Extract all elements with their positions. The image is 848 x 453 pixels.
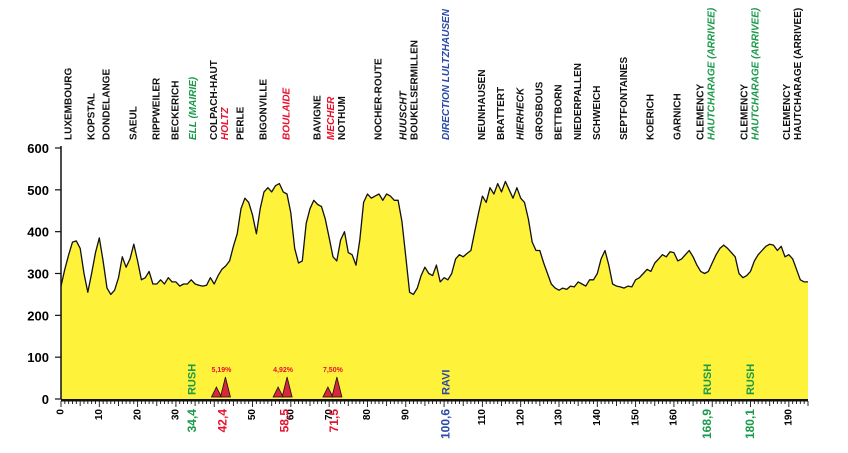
x-tick-label: 120: [515, 409, 526, 426]
km-marker-label: 58,5: [277, 409, 291, 433]
place-name: NOCHER-ROUTE: [374, 58, 385, 140]
place-labels: LUXEMBOURG KOPSTAL DONDELANGE SAEUL RIPPWEIL…: [63, 7, 804, 140]
y-tick-label: 400: [27, 225, 49, 240]
route-marker-label: RUSH: [702, 364, 714, 395]
place-name: HAUTCHARAGE (ARRIVEE): [793, 8, 804, 140]
y-tick-label: 500: [27, 183, 49, 198]
place-name: BAVIGNE: [312, 95, 323, 140]
x-tick-label: 80: [362, 409, 373, 421]
km-marker-label: 168,9: [700, 409, 714, 439]
place-name: NOTHUM: [337, 96, 348, 140]
place-name: HAUTCHARAGE (ARRIVEE): [707, 7, 718, 140]
place-name: NIEDERPALLEN: [573, 63, 584, 140]
km-marker-label: 180,1: [743, 409, 757, 439]
x-tick-label: 70: [324, 409, 335, 421]
elevation-area: [60, 180, 808, 399]
x-tick-label: 60: [285, 409, 296, 421]
place-name: BIGONVILLE: [259, 79, 270, 140]
climb-triangle: [272, 386, 284, 398]
y-tick-label: 0: [42, 392, 49, 407]
climb-gradient-label: 4,92%: [273, 367, 294, 374]
place-name: DIRECTION LULTZHAUSEN: [441, 8, 452, 140]
place-name: CLEMENCY: [740, 84, 751, 140]
x-tick-label: 30: [171, 409, 182, 421]
place-name: ELL (MAIRIE): [188, 76, 199, 140]
x-tick-label: 110: [477, 409, 488, 426]
x-tick-label: 190: [783, 409, 794, 426]
chart-axes: 0 100 200 300 400 500 600 0 10 20 30 50 60 70 80 90 110 1…: [27, 141, 809, 439]
route-marker-label: RUSH: [187, 364, 199, 395]
y-tick-label: 300: [27, 267, 49, 282]
climb-triangle: [210, 386, 223, 398]
place-name: GROSBOUS: [534, 81, 545, 140]
climb-gradient-label: 5,19%: [211, 367, 232, 374]
place-name: BETTBORN: [554, 84, 565, 140]
place-name: HIERHECK: [515, 87, 526, 140]
x-tick-label: 90: [400, 409, 411, 421]
place-name: GARNICH: [672, 93, 683, 140]
y-tick-label: 100: [27, 350, 49, 365]
elevation-line: [60, 180, 808, 296]
place-name: SEPTFONTAINES: [619, 57, 630, 140]
place-name: BOULAIDE: [282, 87, 293, 140]
place-name: PERLE: [236, 106, 247, 140]
km-marker-label: 34,4: [185, 409, 199, 433]
x-tick-label: 130: [554, 409, 565, 426]
place-name: BECKERICH: [171, 81, 182, 140]
climb-triangle: [219, 376, 231, 398]
place-name: KOERICH: [646, 94, 657, 140]
route-marker-label: RAVI: [440, 370, 452, 395]
place-name: DONDELANGE: [102, 69, 113, 140]
km-marker-label: 71,5: [327, 409, 341, 433]
climb-triangle: [322, 386, 334, 398]
place-name: BRATTERT: [496, 87, 507, 140]
place-name: HUUSCHT: [399, 90, 410, 140]
y-tick-label: 600: [27, 141, 49, 156]
climb-triangle: [331, 376, 343, 398]
x-axis-line: [61, 399, 808, 402]
place-name: NEUNHAUSEN: [477, 69, 488, 140]
place-name: HAUTCHARAGE (ARRIVEE): [751, 7, 762, 140]
place-name: BOUKELSERMILLEN: [410, 40, 421, 140]
km-marker-label: 42,4: [216, 409, 230, 433]
y-tick-label: 200: [27, 308, 49, 323]
x-tick-label: 140: [592, 409, 603, 426]
route-markers: RUSH RAVI RUSH RUSH 5,19% 4,92% 7,50%: [187, 364, 757, 398]
place-name: CLEMENCY: [696, 84, 707, 140]
elevation-fill: [61, 181, 808, 399]
place-name: CLEMENCY: [782, 84, 793, 140]
km-marker-label: 100,6: [439, 409, 453, 439]
place-name: MECHER: [326, 96, 337, 140]
x-tick-label: 20: [132, 409, 143, 421]
place-name: KOPSTAL: [86, 93, 97, 140]
x-tick-label: 10: [94, 409, 105, 421]
climb-gradient-label: 7,50%: [323, 367, 344, 374]
place-name: LUXEMBOURG: [63, 68, 74, 140]
route-marker-label: RUSH: [745, 364, 757, 395]
place-name: COLPACH-HAUT: [209, 60, 220, 140]
x-tick-label: 150: [630, 409, 641, 426]
place-name: SAEUL: [128, 106, 139, 140]
x-tick-label: 0: [56, 409, 67, 415]
place-name: SCHWEICH: [592, 86, 603, 140]
x-tick-label: 50: [247, 409, 258, 421]
place-name: HOLTZ: [220, 107, 231, 140]
climb-triangle: [281, 376, 293, 398]
x-tick-label: 160: [669, 409, 680, 426]
place-name: RIPPWEILER: [151, 77, 162, 140]
